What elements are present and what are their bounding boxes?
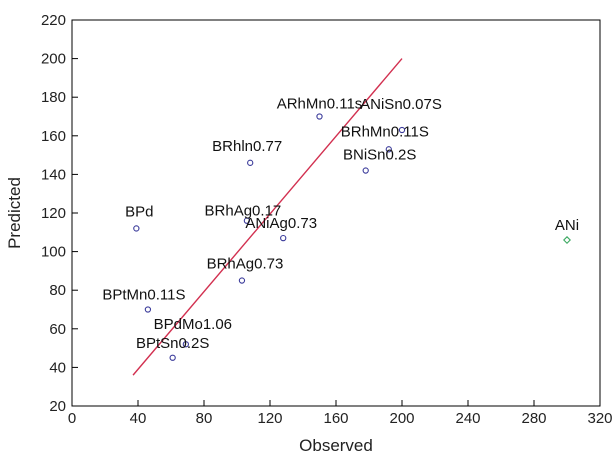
point-brhln0-77 [247,159,254,166]
point-aniag0-73 [280,234,287,242]
y-tick-label: 40 [49,359,66,376]
y-axis-title: Predicted [5,177,24,249]
point-arhmn0-11s [316,113,323,120]
y-tick-label: 180 [41,89,66,106]
x-tick-label: 160 [323,410,348,427]
y-tick-label: 60 [49,321,66,338]
point-anisn0-07s [398,126,406,134]
y-tick-label: 80 [49,282,66,299]
point-brhmn0-11s [385,146,392,153]
fit-line-group [132,58,403,376]
x-tick-label: 280 [521,410,546,427]
point-label-anisn0-07s: ANiSn0.07S [360,96,442,113]
y-tick-label: 160 [41,128,66,145]
x-tick-label: 240 [455,410,480,427]
point-label-ani: ANi [555,217,579,234]
x-axis-title: Observed [299,436,373,455]
point-brhag0-73 [238,277,246,284]
y-tick-label: 100 [41,244,66,261]
y-tick-label: 140 [41,166,66,183]
point-bpd [133,225,140,232]
y-tick-label: 20 [49,398,66,415]
point-label-brhmn0-11s: BRhMn0.11S [341,123,429,140]
x-tick-label: 80 [196,410,213,427]
x-tick-label: 0 [68,410,76,427]
y-tick-label: 200 [41,51,66,68]
x-tick-label: 320 [587,410,612,427]
y-axis-ticks: 20 40 60 80 100 120 140 160 180 200 220 [41,12,78,415]
point-brhag0-17 [243,217,251,224]
x-tick-label: 120 [257,410,282,427]
point-bptmn0-11s [144,306,152,313]
point-label-bptmn0-11s: BPtMn0.11S [102,287,185,304]
point-label-bptsn0-2s: BPtSn0.2S [136,335,209,352]
point-label-bpdmo1-06: BPdMo1.06 [154,316,232,333]
point-label-brhag0-73: BRhAg0.73 [207,256,284,273]
point-label-brhag0-17: BRhAg0.17 [205,203,282,220]
y-tick-label: 220 [41,12,66,29]
x-axis-ticks: 0 40 80 120 160 200 240 280 320 [68,400,613,427]
point-label-bpd: BPd [125,203,153,220]
fit-line [132,58,403,376]
point-bpdmo1-06 [182,341,189,348]
point-label-arhmn0-11s: ARhMn0.11s [277,96,363,113]
point-label-brhln0-77: BRhln0.77 [212,138,282,155]
data-points [133,113,571,361]
point-bptsn0-2s [169,354,176,361]
point-label-aniag0-73: ANiAg0.73 [245,215,317,232]
point-label-bnisn0-2s: BNiSn0.2S [343,147,416,164]
point-ani [563,236,571,244]
x-tick-label: 40 [130,410,147,427]
x-tick-label: 200 [389,410,414,427]
point-bnisn0-2s [362,167,369,174]
y-tick-label: 120 [41,205,66,222]
